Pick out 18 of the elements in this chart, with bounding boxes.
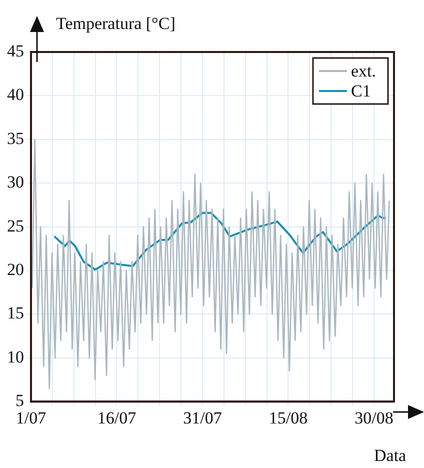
y-tick-label: 10: [7, 347, 24, 366]
y-tick-label: 15: [7, 304, 24, 323]
y-tick-label: 25: [7, 216, 24, 236]
y-tick-label: 5: [16, 391, 24, 410]
x-tick-label: 31/07: [183, 408, 222, 428]
x-tick-label: 1/07: [16, 408, 47, 428]
y-tick-label: 20: [7, 260, 24, 279]
x-tick-label: 15/08: [268, 408, 308, 428]
y-tick-label: 35: [7, 128, 24, 148]
legend-label: C1: [350, 81, 371, 100]
y-tick-label: 45: [7, 41, 24, 60]
x-tick-label: 16/07: [97, 408, 137, 428]
y-tick-label: 30: [7, 172, 24, 192]
y-tick-label: 40: [7, 85, 24, 104]
x-tick-label: 30/08: [354, 408, 394, 428]
legend-label: ext.: [350, 61, 376, 80]
y-axis-title: Temperatura [°C]: [56, 14, 176, 34]
x-axis-title: Data: [374, 446, 406, 466]
